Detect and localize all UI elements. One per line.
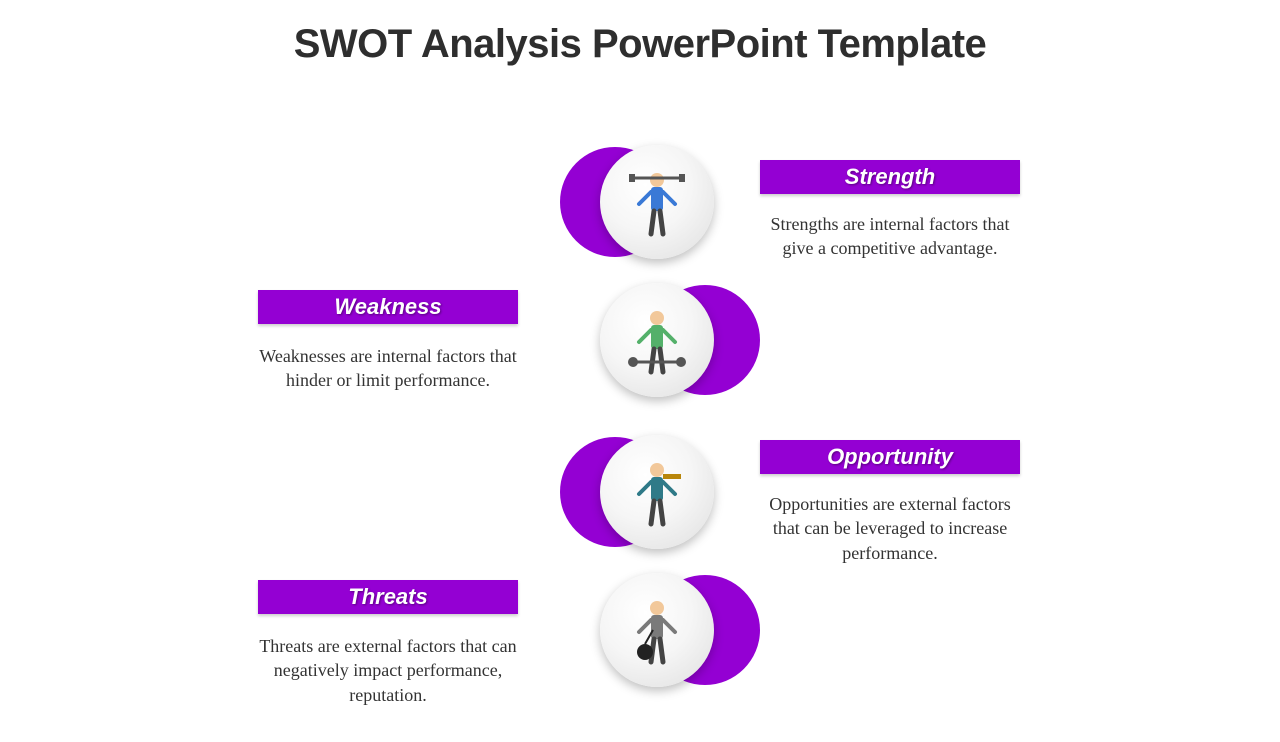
threats-description: Threats are external factors that can ne… <box>258 634 518 707</box>
page-title: SWOT Analysis PowerPoint Template <box>0 22 1280 67</box>
strength-figure-icon <box>627 162 687 242</box>
opportunity-label: Opportunity <box>760 440 1020 474</box>
strength-front-circle <box>600 145 714 259</box>
weakness-front-circle <box>600 283 714 397</box>
threats-figure-icon <box>627 590 687 670</box>
opportunity-front-circle <box>600 435 714 549</box>
opportunity-figure-icon <box>627 452 687 532</box>
weakness-description: Weaknesses are internal factors that hin… <box>258 344 518 393</box>
weakness-icon-group <box>600 280 760 400</box>
threats-label: Threats <box>258 580 518 614</box>
threats-icon-group <box>600 570 760 690</box>
weakness-label: Weakness <box>258 290 518 324</box>
opportunity-icon-group <box>560 432 720 552</box>
weakness-figure-icon <box>627 300 687 380</box>
strength-label: Strength <box>760 160 1020 194</box>
opportunity-description: Opportunities are external factors that … <box>760 492 1020 565</box>
threats-front-circle <box>600 573 714 687</box>
strength-icon-group <box>560 142 720 262</box>
strength-description: Strengths are internal factors that give… <box>760 212 1020 261</box>
